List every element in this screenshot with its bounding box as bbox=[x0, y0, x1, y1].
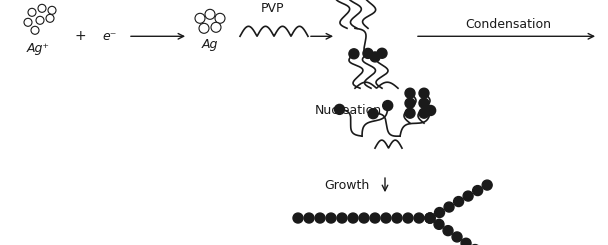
Circle shape bbox=[381, 213, 391, 223]
Circle shape bbox=[349, 49, 359, 59]
Circle shape bbox=[31, 26, 39, 34]
Text: PVP: PVP bbox=[260, 2, 284, 15]
Circle shape bbox=[205, 9, 215, 19]
Circle shape bbox=[48, 6, 56, 14]
Text: +: + bbox=[74, 29, 86, 43]
Circle shape bbox=[377, 48, 387, 58]
Circle shape bbox=[46, 14, 54, 22]
Circle shape bbox=[304, 213, 314, 223]
Circle shape bbox=[425, 213, 435, 223]
Circle shape bbox=[405, 88, 415, 98]
Circle shape bbox=[368, 109, 378, 119]
Text: e⁻: e⁻ bbox=[103, 30, 117, 43]
Circle shape bbox=[461, 238, 471, 245]
Circle shape bbox=[293, 213, 303, 223]
Circle shape bbox=[425, 213, 435, 223]
Circle shape bbox=[434, 219, 444, 229]
Circle shape bbox=[199, 23, 209, 33]
Circle shape bbox=[382, 100, 393, 110]
Circle shape bbox=[370, 52, 380, 62]
Circle shape bbox=[215, 13, 225, 23]
Circle shape bbox=[363, 49, 373, 58]
Circle shape bbox=[454, 196, 463, 207]
Circle shape bbox=[444, 202, 454, 212]
Circle shape bbox=[24, 18, 32, 26]
Circle shape bbox=[211, 22, 221, 32]
Circle shape bbox=[405, 98, 415, 108]
Circle shape bbox=[28, 8, 36, 16]
Text: Nucleation: Nucleation bbox=[315, 104, 382, 117]
Circle shape bbox=[348, 213, 358, 223]
Circle shape bbox=[419, 98, 429, 108]
Circle shape bbox=[195, 13, 205, 23]
Circle shape bbox=[359, 213, 369, 223]
Circle shape bbox=[426, 106, 436, 115]
Circle shape bbox=[452, 232, 462, 242]
Circle shape bbox=[405, 108, 415, 118]
Circle shape bbox=[403, 213, 413, 223]
Circle shape bbox=[463, 191, 473, 201]
Circle shape bbox=[419, 108, 429, 118]
Text: Ag: Ag bbox=[202, 38, 218, 51]
Circle shape bbox=[419, 88, 429, 98]
Text: Growth: Growth bbox=[325, 179, 370, 192]
Circle shape bbox=[392, 213, 402, 223]
Text: Condensation: Condensation bbox=[465, 18, 551, 31]
Circle shape bbox=[370, 213, 380, 223]
Circle shape bbox=[337, 213, 347, 223]
Circle shape bbox=[36, 16, 44, 24]
Circle shape bbox=[435, 208, 444, 218]
Circle shape bbox=[414, 213, 424, 223]
Circle shape bbox=[443, 226, 453, 236]
Circle shape bbox=[315, 213, 325, 223]
Circle shape bbox=[425, 213, 435, 223]
Circle shape bbox=[482, 180, 492, 190]
Circle shape bbox=[326, 213, 336, 223]
Circle shape bbox=[472, 185, 483, 196]
Circle shape bbox=[38, 4, 46, 12]
Text: Ag⁺: Ag⁺ bbox=[27, 42, 49, 55]
Circle shape bbox=[334, 104, 345, 114]
